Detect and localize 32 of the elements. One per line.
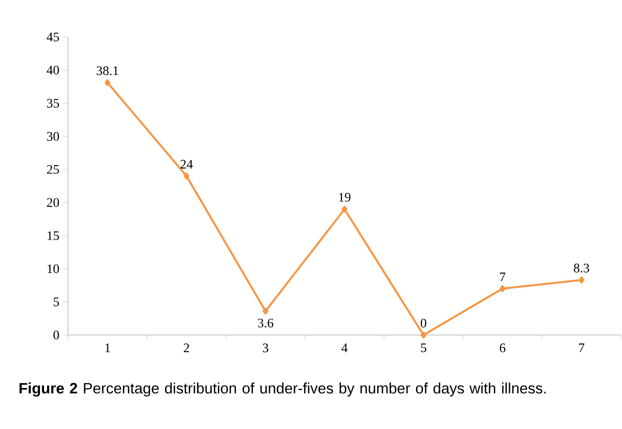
- data-label: 8.3: [574, 264, 590, 273]
- x-tick-label: 7: [579, 344, 584, 352]
- point: [342, 206, 348, 213]
- y-tick-label: 35: [47, 98, 59, 108]
- x-tick-label: 1: [105, 344, 110, 352]
- data-label: 24: [180, 160, 193, 169]
- y-tick-label: 20: [47, 198, 59, 207]
- y-tick-label: 30: [47, 132, 59, 141]
- point: [184, 172, 190, 180]
- x-tick-label: 3: [262, 344, 268, 352]
- y-tick-label: 0: [53, 330, 59, 340]
- y-tick-label: 40: [46, 66, 59, 74]
- y-tick-label: 5: [54, 298, 59, 306]
- y-tick-label: 25: [47, 165, 59, 174]
- x-tick-label: 4: [342, 344, 348, 352]
- point: [578, 276, 584, 284]
- point: [500, 285, 506, 292]
- point: [420, 332, 426, 338]
- text: Figure 2 Percentage distribution of under-fives by number of days with illness.: [20, 382, 546, 397]
- point: [262, 308, 268, 315]
- point: [104, 79, 110, 86]
- data-label: 38.1: [96, 66, 118, 76]
- data-label: 0: [420, 318, 426, 328]
- y-tick-label: 45: [46, 32, 59, 42]
- x-tick-label: 5: [421, 344, 426, 352]
- data-label: 7: [500, 272, 506, 282]
- x-tick-label: 6: [500, 344, 506, 352]
- data-label: 3.6: [258, 318, 274, 328]
- y-tick-label: 10: [48, 264, 59, 274]
- x-tick-label: 2: [184, 344, 190, 352]
- data-label: 19: [339, 192, 350, 202]
- y-tick-label: 15: [48, 231, 59, 240]
